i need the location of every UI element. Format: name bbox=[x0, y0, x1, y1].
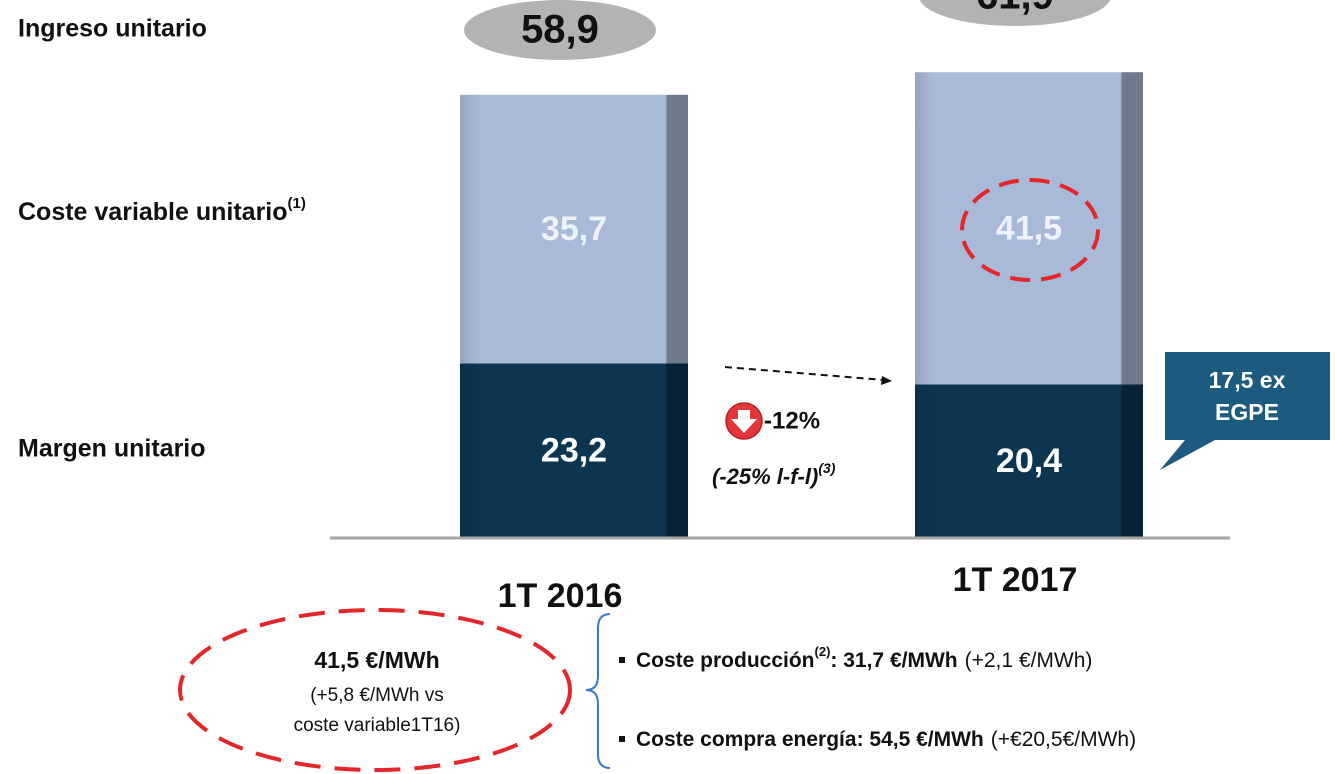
footnote: (2) bbox=[815, 644, 831, 659]
arrow bbox=[724, 366, 885, 381]
footnote: (3) bbox=[818, 460, 835, 476]
x-tick-label: 1T 2017 bbox=[953, 561, 1078, 599]
summary-line: (+5,8 €/MWh vs bbox=[310, 685, 444, 706]
bars bbox=[460, 72, 1143, 539]
total-bubble bbox=[464, 0, 656, 60]
bullet-delta: (+€20,5€/MWh) bbox=[991, 728, 1136, 751]
total-bubble bbox=[919, 0, 1111, 26]
callout-text: 17,5 ex bbox=[1209, 367, 1286, 393]
arrow-head bbox=[881, 376, 892, 385]
value-label: 23,2 bbox=[541, 432, 607, 470]
change-label: -12% bbox=[764, 407, 820, 434]
bar-shade bbox=[915, 72, 1143, 539]
callout-text: EGPE bbox=[1215, 399, 1279, 425]
row-label: Margen unitario bbox=[18, 435, 206, 463]
summary-ellipse bbox=[178, 608, 572, 772]
highlight-ellipse bbox=[960, 178, 1100, 282]
down-arrow bbox=[731, 410, 757, 433]
total-label: 58,9 bbox=[521, 8, 599, 52]
value-label: 35,7 bbox=[541, 210, 607, 248]
bullet-delta: (+2,1 €/MWh) bbox=[965, 649, 1093, 672]
bullet-label: Coste compra energía: 54,5 €/MWh bbox=[636, 728, 984, 751]
value-label: 41,5 bbox=[996, 209, 1062, 247]
footnote: (1) bbox=[288, 195, 306, 212]
bullet-label: Coste producción bbox=[636, 649, 815, 672]
bullet-marker bbox=[619, 657, 625, 663]
row-label: Coste variable unitario(1) bbox=[18, 195, 306, 226]
brace bbox=[585, 613, 611, 769]
row-label: Ingreso unitario bbox=[18, 15, 207, 43]
value-label: 20,4 bbox=[996, 442, 1062, 480]
row-label-text: Coste variable unitario bbox=[18, 198, 288, 226]
bullet-value: : 31,7 €/MWh bbox=[830, 649, 957, 672]
bullet-marker bbox=[619, 736, 625, 742]
callout bbox=[1160, 352, 1330, 470]
bar-shade bbox=[460, 94, 688, 538]
summary-title: 41,5 €/MWh bbox=[314, 647, 439, 673]
change-note-text: (-25% l-f-l) bbox=[712, 464, 818, 489]
bullet: Coste producción(2): 31,7 €/MWh (+2,1 €/M… bbox=[636, 644, 1092, 671]
summary-line: coste variable1T16) bbox=[294, 715, 461, 736]
bullet: Coste compra energía: 54,5 €/MWh (+€20,5€… bbox=[636, 728, 1136, 751]
x-tick-label: 1T 2016 bbox=[498, 577, 623, 615]
change-note: (-25% l-f-l)(3) bbox=[712, 460, 836, 489]
total-label: 61,9 bbox=[976, 0, 1054, 18]
